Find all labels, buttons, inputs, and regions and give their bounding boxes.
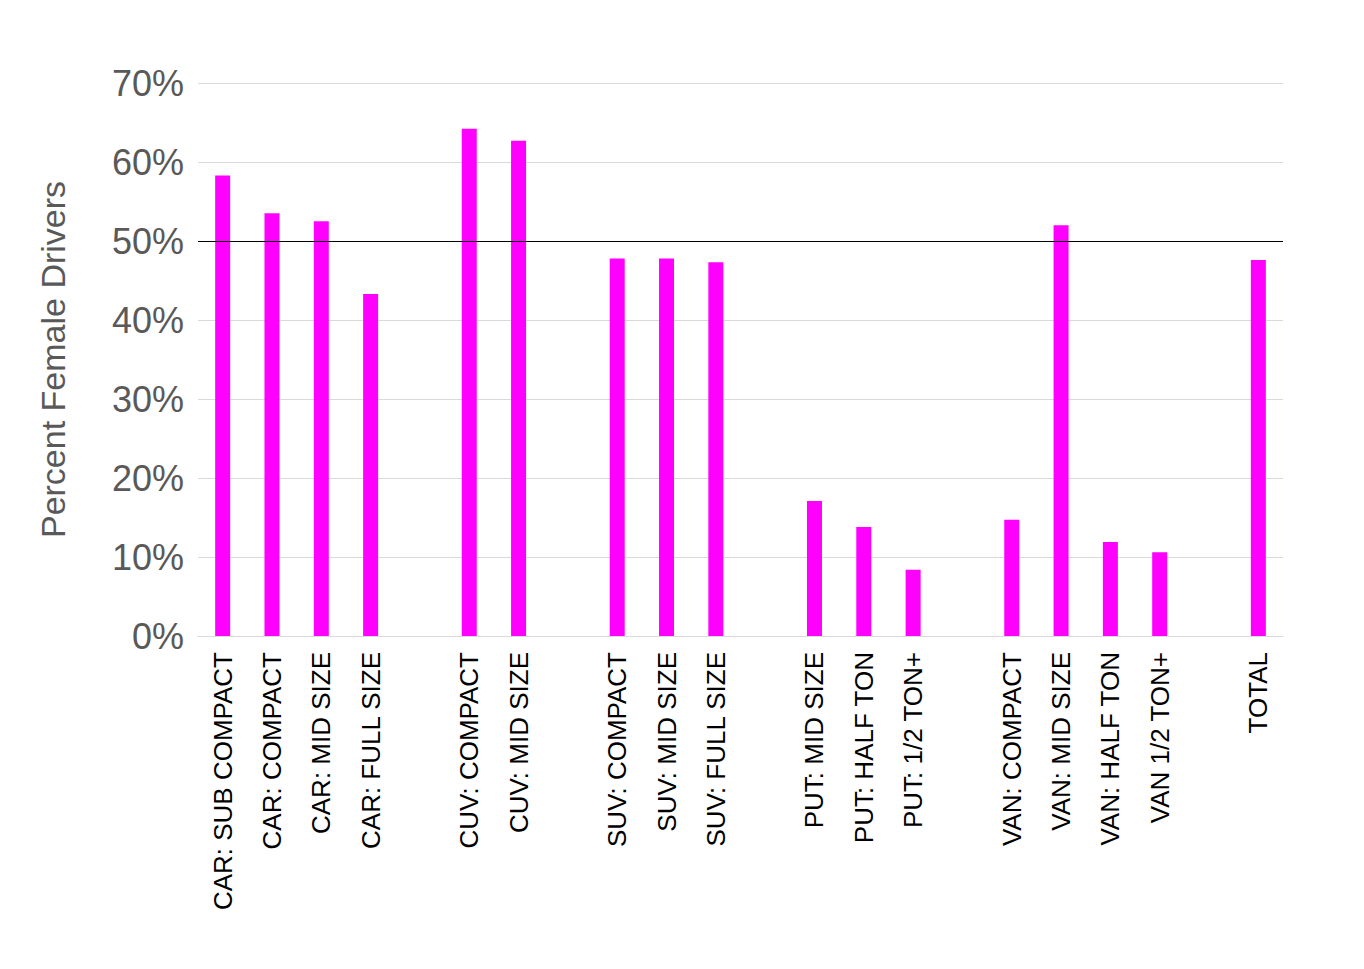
svg-text:CAR: COMPACT: CAR: COMPACT	[257, 652, 287, 850]
svg-text:Percent Female Drivers: Percent Female Drivers	[34, 181, 72, 538]
svg-text:VAN: COMPACT: VAN: COMPACT	[997, 652, 1027, 846]
svg-text:40%: 40%	[112, 300, 184, 341]
svg-text:CUV: MID SIZE: CUV: MID SIZE	[504, 652, 534, 833]
svg-text:70%: 70%	[112, 63, 184, 104]
svg-text:TOTAL: TOTAL	[1243, 652, 1273, 733]
svg-text:60%: 60%	[112, 142, 184, 183]
svg-text:50%: 50%	[112, 221, 184, 262]
svg-text:PUT: 1/2 TON+: PUT: 1/2 TON+	[898, 652, 928, 828]
svg-text:CAR: FULL SIZE: CAR: FULL SIZE	[356, 652, 386, 849]
svg-text:VAN: MID SIZE: VAN: MID SIZE	[1046, 652, 1076, 831]
svg-text:SUV: MID SIZE: SUV: MID SIZE	[652, 652, 682, 832]
svg-text:SUV: FULL SIZE: SUV: FULL SIZE	[701, 652, 731, 847]
svg-text:CUV: COMPACT: CUV: COMPACT	[454, 652, 484, 849]
svg-text:VAN 1/2 TON+: VAN 1/2 TON+	[1145, 652, 1175, 823]
svg-text:10%: 10%	[112, 537, 184, 578]
svg-text:CAR: SUB COMPACT: CAR: SUB COMPACT	[208, 652, 238, 910]
svg-text:PUT: MID SIZE: PUT: MID SIZE	[799, 652, 829, 828]
svg-text:0%: 0%	[132, 616, 184, 657]
svg-text:30%: 30%	[112, 379, 184, 420]
svg-text:CAR: MID SIZE: CAR: MID SIZE	[306, 652, 336, 834]
svg-text:SUV: COMPACT: SUV: COMPACT	[602, 652, 632, 847]
svg-text:20%: 20%	[112, 458, 184, 499]
svg-text:VAN: HALF TON: VAN: HALF TON	[1095, 652, 1125, 846]
svg-text:PUT: HALF TON: PUT: HALF TON	[849, 652, 879, 843]
